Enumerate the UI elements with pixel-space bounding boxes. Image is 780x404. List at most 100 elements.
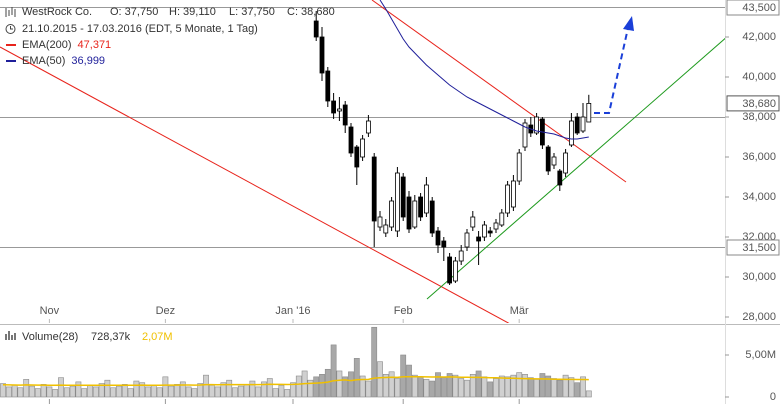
axes: 28,00030,00032,00034,00036,00038,00040,0… [40, 0, 780, 404]
volume-bar [278, 384, 285, 398]
volume-bar [261, 381, 267, 398]
volume-bar [556, 379, 563, 398]
candle-body [574, 116, 580, 134]
volume-bar [191, 388, 198, 398]
volume-bar [58, 377, 64, 398]
volume-bar [336, 370, 343, 398]
volume-bar [580, 376, 586, 398]
volume-bar [237, 385, 244, 398]
volume-bar [551, 378, 557, 398]
clock-hand [10, 26, 13, 30]
volume-bar [208, 384, 215, 398]
volume-bar [487, 381, 494, 398]
candle-body [464, 232, 470, 248]
volume-bar [353, 358, 360, 398]
volume-bar [150, 384, 157, 398]
volume-bar [388, 371, 395, 398]
candle-body [452, 260, 458, 282]
candle-body [412, 200, 418, 228]
volume-bar [226, 379, 233, 398]
volume-bar [568, 377, 575, 398]
volume-bar [168, 385, 175, 398]
arrow-head [623, 16, 634, 31]
chart-title: WestRock Co. [22, 6, 92, 18]
volume-bar [284, 389, 291, 398]
volume-bar [458, 378, 465, 398]
candle-body [510, 180, 516, 208]
candle-body [505, 184, 511, 214]
volume-bar [307, 379, 314, 398]
drawings [0, 0, 725, 323]
volume-bar [34, 388, 41, 398]
volume-bar [365, 380, 372, 398]
volume-bar [359, 375, 366, 398]
y-tick-label: 38,000 [742, 111, 776, 123]
ema-line [379, 0, 589, 140]
volume-bar [394, 378, 401, 398]
arrow-line [594, 27, 629, 114]
volume-bar [266, 378, 273, 398]
volume-bar [145, 386, 151, 398]
volume-bar [533, 379, 540, 398]
volume-bar [121, 384, 128, 398]
volume-bar [92, 386, 99, 398]
volume-bar [452, 374, 459, 398]
candle-body [365, 120, 371, 134]
volume-bar [52, 389, 59, 398]
period: 21.10.2015 - 17.03.2016 (EDT, 5 Monate, … [22, 23, 258, 35]
candle-body [481, 224, 487, 238]
volume-bar [255, 386, 262, 398]
legend-value: 36,999 [71, 55, 105, 67]
volume-bar [156, 387, 163, 398]
y-tick-label: 28,000 [742, 311, 776, 323]
volume-tick-label: 5,00M [745, 349, 776, 361]
candle-body [325, 70, 331, 102]
clock-icon [5, 24, 16, 34]
candle-body [534, 116, 539, 134]
level-box [726, 0, 780, 16]
volume-bar [464, 379, 470, 398]
volume-bar [249, 380, 256, 398]
volume-bar [527, 377, 534, 398]
y-tick-label: 40,000 [742, 71, 776, 83]
volume-bar [481, 376, 488, 398]
candle-body [476, 236, 482, 242]
volume-bar [585, 390, 592, 398]
volume-bar [220, 382, 227, 398]
volume-bar [435, 372, 441, 398]
volume-bar [290, 382, 296, 398]
x-tick-label: Dez [156, 305, 176, 317]
volume-bar [162, 376, 169, 398]
level-box [726, 239, 780, 256]
candle-body [522, 122, 528, 148]
volume-bar [539, 373, 546, 398]
candle-body [557, 170, 563, 186]
candle-body [400, 176, 406, 218]
chart-icon [5, 7, 16, 17]
candle-body [429, 200, 435, 234]
trend-line [371, 0, 627, 183]
volume-bar [498, 375, 505, 398]
volume-bar [11, 384, 18, 398]
legend-name: EMA(200) [22, 39, 72, 51]
volume-bar [214, 386, 221, 398]
volume-tick-label: 0 [770, 391, 776, 403]
candle-body [563, 152, 568, 174]
volume-bar [63, 387, 70, 398]
volume-bar [23, 379, 30, 398]
candle-body [371, 156, 377, 222]
volume-bar [5, 386, 12, 398]
volume-legend: Volume(28) 728,37k 2,07M [5, 331, 173, 343]
candle-body [551, 156, 557, 166]
volume-bar [104, 379, 111, 398]
volume-bar [516, 372, 523, 398]
volume-bar [319, 374, 325, 398]
volume-bar [203, 374, 209, 398]
candle-body [586, 103, 592, 123]
volume-bar [174, 384, 180, 398]
volume-bar [330, 344, 337, 398]
volume-bar [75, 381, 82, 398]
volume-bar [116, 385, 122, 398]
candle-body [493, 222, 499, 230]
volume-bar [469, 374, 476, 398]
